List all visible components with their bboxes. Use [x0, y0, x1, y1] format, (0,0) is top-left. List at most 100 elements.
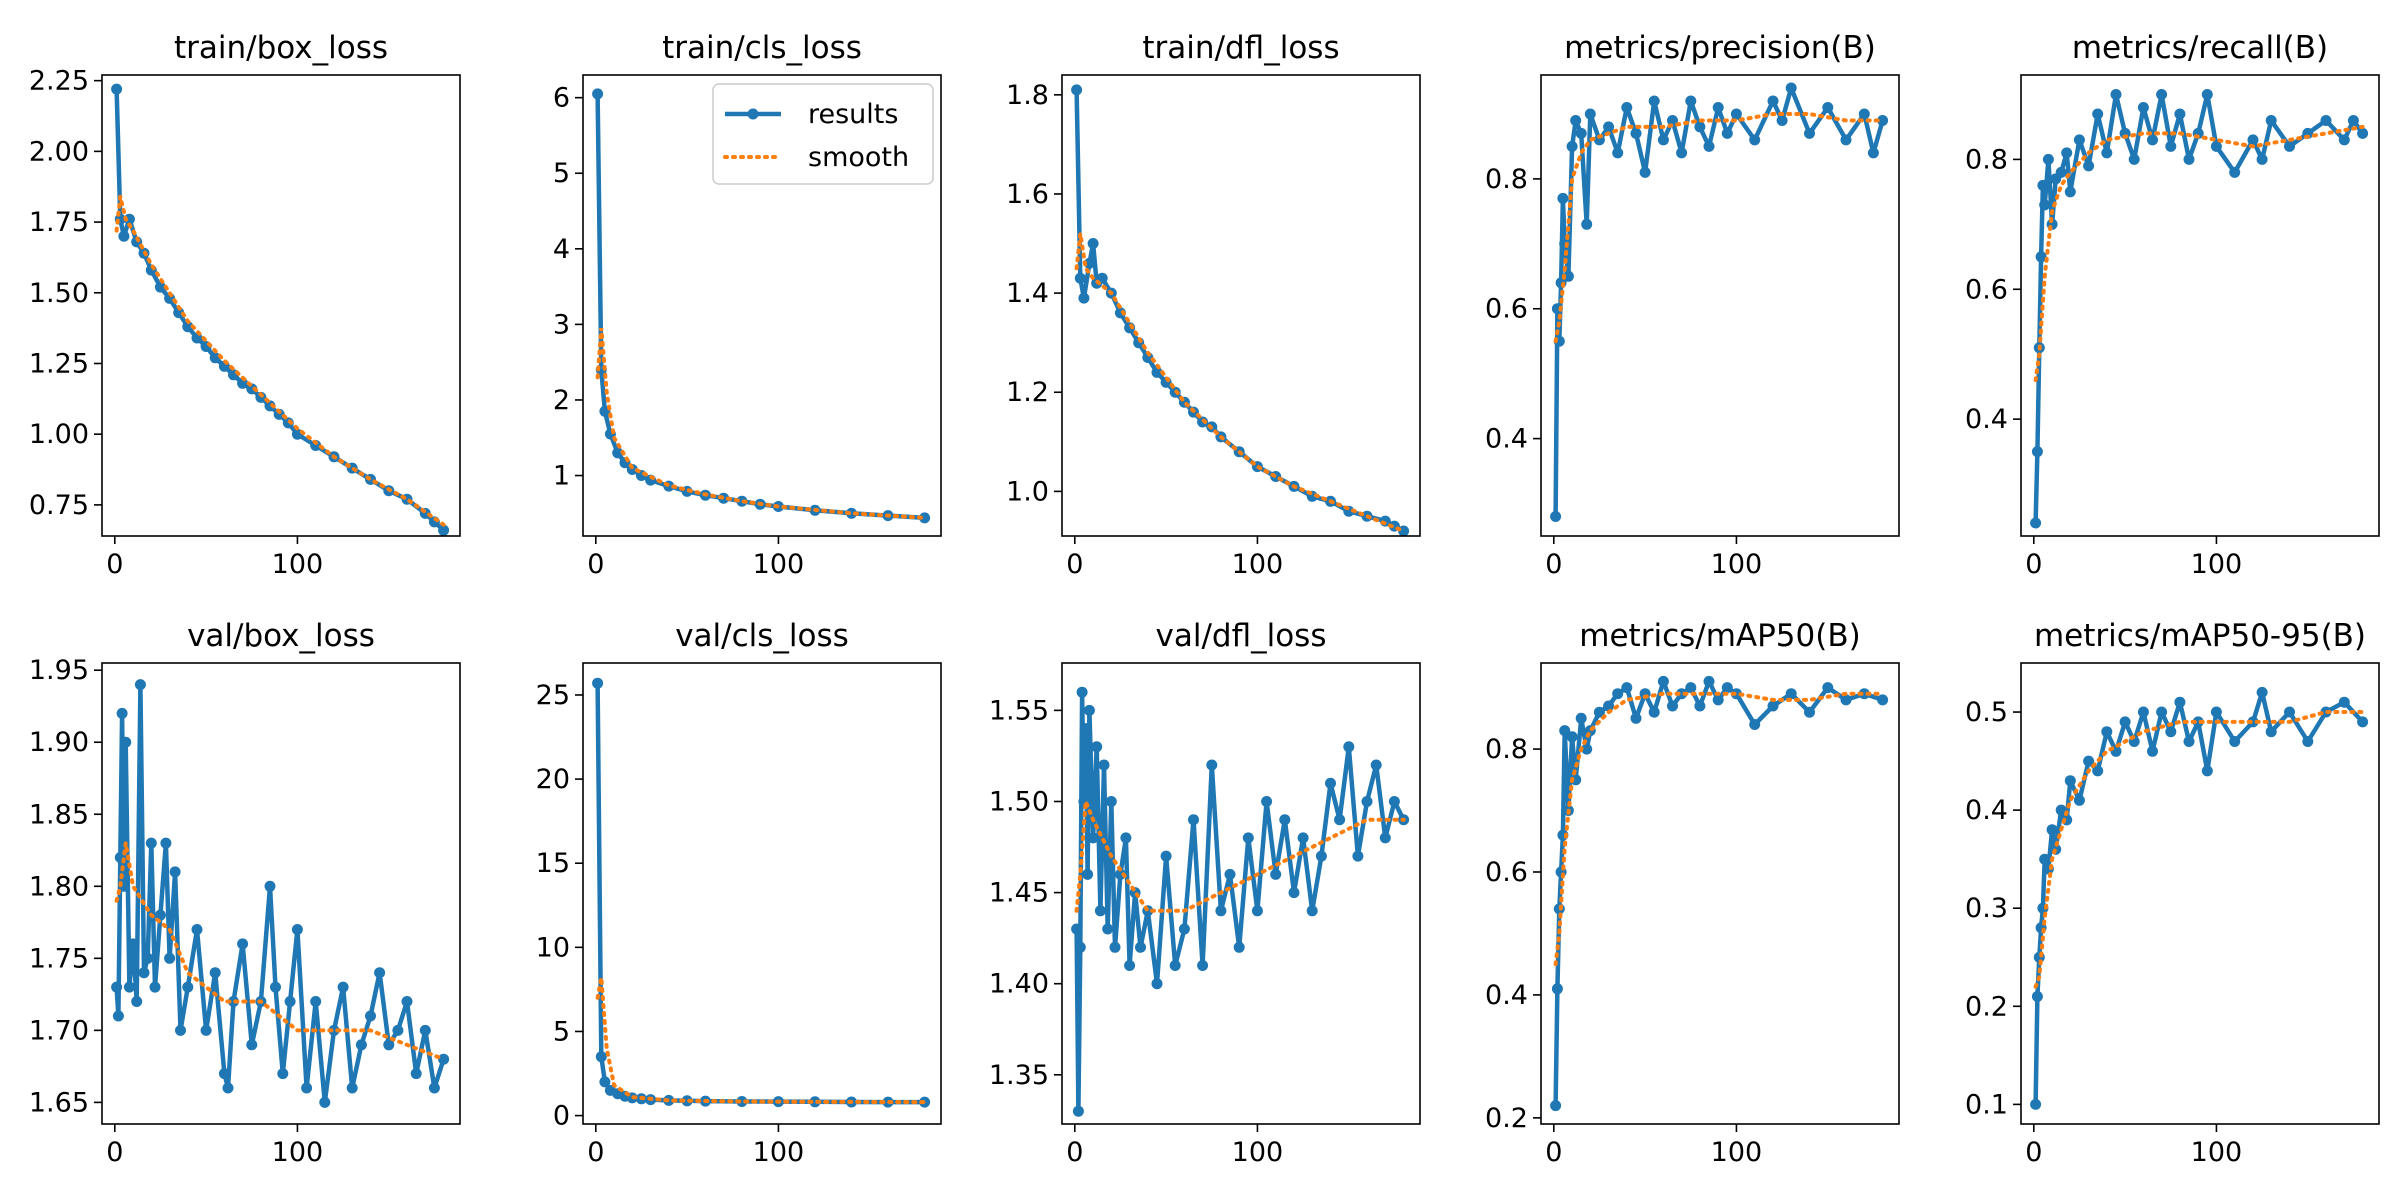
- data-point: [2137, 706, 2149, 718]
- data-point: [2210, 140, 2222, 152]
- data-point: [310, 996, 322, 1007]
- data-point: [2037, 179, 2049, 191]
- y-tick-label: 1.75: [29, 207, 89, 238]
- data-point: [1251, 905, 1263, 917]
- y-tick-label: 0.4: [1965, 795, 2008, 826]
- axes-frame: [582, 74, 942, 537]
- plot-area: [1550, 675, 1889, 1112]
- data-point: [1877, 694, 1889, 706]
- data-point: [2201, 89, 2213, 100]
- data-point: [270, 981, 281, 993]
- data-point: [1767, 700, 1779, 712]
- data-point: [2064, 775, 2076, 787]
- data-point: [1242, 832, 1254, 844]
- data-point: [1822, 102, 1834, 113]
- y-tick-label: 1.50: [989, 786, 1049, 817]
- x-tick-label: 100: [2191, 1137, 2243, 1168]
- data-point: [2046, 824, 2058, 836]
- x-tick-label: 0: [1545, 1137, 1562, 1168]
- data-point: [1840, 134, 1852, 146]
- data-point: [2147, 745, 2158, 757]
- x-tick-label: 0: [1066, 1137, 1083, 1168]
- axes-frame: [2020, 662, 2380, 1125]
- data-point: [1575, 712, 1587, 724]
- data-point: [2174, 696, 2186, 708]
- data-point: [592, 677, 604, 689]
- data-point: [1297, 832, 1309, 844]
- y-tick-label: 0.4: [1965, 404, 2008, 435]
- data-point: [1612, 147, 1624, 159]
- data-point: [1388, 796, 1400, 807]
- data-point: [2128, 153, 2140, 165]
- data-point: [428, 1082, 440, 1094]
- plot-area: [1071, 686, 1410, 1117]
- data-point: [2265, 726, 2277, 738]
- data-point: [149, 981, 161, 993]
- data-point: [112, 1010, 124, 1022]
- chart-train-box-loss: train/box_loss 0 100 0.75 1.00 1.25 1.50 1.75 2.…: [29, 30, 461, 580]
- data-point: [2265, 115, 2277, 126]
- data-point: [1072, 1105, 1084, 1117]
- data-point: [200, 1024, 212, 1036]
- series-smooth-line: [595, 328, 927, 520]
- data-point: [1071, 923, 1083, 935]
- plot-area: [111, 679, 450, 1108]
- chart-val-dfl-loss: val/dfl_loss 0 100 1.35 1.40 1.45 1.50 1.55: [989, 618, 1421, 1168]
- data-point: [2042, 153, 2054, 165]
- y-tick-label: 1.40: [989, 969, 1049, 1000]
- y-tick-label: 3: [553, 309, 570, 340]
- data-point: [1087, 238, 1099, 249]
- chart-metrics-map50-95-b: metrics/mAP50-95(B) 0 100 0.1 0.2 0.3 0.4 0.5: [1965, 618, 2380, 1168]
- y-tick-label: 0.4: [1485, 424, 1528, 455]
- plot-area: [2030, 686, 2369, 1110]
- data-point: [1083, 257, 1095, 269]
- data-point: [2137, 102, 2149, 113]
- data-point: [2073, 134, 2085, 146]
- data-point: [1621, 682, 1633, 694]
- series-results-line: [1553, 85, 1885, 517]
- data-point: [1315, 850, 1327, 862]
- y-tick-label: 5: [553, 158, 570, 189]
- data-point: [401, 996, 413, 1007]
- data-point: [2061, 147, 2073, 159]
- data-point: [1076, 686, 1088, 698]
- data-point: [1091, 741, 1103, 753]
- data-point: [2183, 153, 2195, 165]
- data-point: [134, 679, 146, 691]
- data-point: [2165, 726, 2177, 738]
- data-point: [1343, 741, 1355, 753]
- data-point: [169, 866, 181, 878]
- data-point: [1379, 832, 1391, 844]
- data-point: [1325, 777, 1336, 789]
- legend-results-marker: [747, 108, 759, 120]
- data-point: [138, 967, 150, 979]
- data-point: [419, 1024, 431, 1036]
- data-point: [2031, 446, 2043, 458]
- y-tick-label: 0.3: [1965, 893, 2008, 924]
- y-tick-label: 2.00: [29, 136, 89, 167]
- y-tick-label: 1.55: [989, 695, 1049, 726]
- data-point: [2357, 716, 2369, 728]
- y-tick-label: 1.6: [1006, 179, 1049, 210]
- data-point: [1730, 108, 1742, 120]
- data-point: [1685, 682, 1697, 694]
- data-point: [277, 1068, 289, 1080]
- data-point: [1074, 941, 1086, 953]
- data-point: [2320, 115, 2332, 126]
- y-tick-label: 1.8: [1006, 80, 1049, 111]
- data-point: [2073, 794, 2085, 806]
- chart-val-cls-loss: val/cls_loss 0 100 0 5 10 15 20 25: [536, 618, 942, 1168]
- data-point: [681, 1095, 693, 1107]
- axes-frame: [2020, 74, 2380, 537]
- x-tick-label: 0: [587, 549, 604, 580]
- data-point: [2092, 108, 2104, 120]
- x-tick-label: 100: [272, 549, 324, 580]
- data-point: [1361, 796, 1373, 807]
- data-point: [1261, 796, 1273, 807]
- y-tick-label: 1.75: [29, 943, 89, 974]
- y-tick-label: 0.8: [1485, 164, 1528, 195]
- data-point: [1135, 941, 1146, 953]
- data-point: [1804, 706, 1815, 718]
- data-point: [145, 837, 157, 849]
